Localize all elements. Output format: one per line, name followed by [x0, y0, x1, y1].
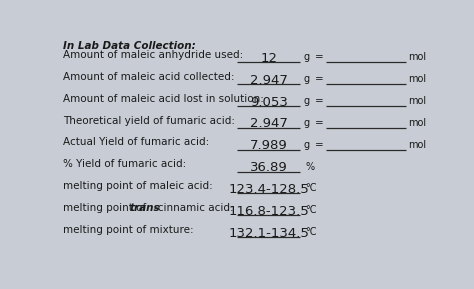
Text: 12: 12 [260, 52, 277, 65]
Text: Amount of maleic acid lost in solution:: Amount of maleic acid lost in solution: [63, 94, 264, 104]
Text: =: = [315, 140, 323, 150]
Text: Actual Yield of fumaric acid:: Actual Yield of fumaric acid: [63, 138, 209, 147]
Text: %: % [305, 162, 315, 172]
Text: mol: mol [408, 53, 426, 62]
Text: =: = [315, 96, 323, 106]
Text: =: = [315, 74, 323, 84]
Text: 2.947: 2.947 [250, 74, 288, 87]
Text: mol: mol [408, 96, 426, 106]
Text: melting point of maleic acid:: melting point of maleic acid: [63, 181, 213, 191]
Text: g: g [303, 53, 310, 62]
Text: 116.8-123.5: 116.8-123.5 [228, 205, 309, 218]
Text: °C: °C [305, 183, 317, 193]
Text: g: g [303, 96, 310, 106]
Text: 2.947: 2.947 [250, 117, 288, 130]
Text: 9.053: 9.053 [250, 96, 288, 109]
Text: 36.89: 36.89 [250, 161, 288, 174]
Text: g: g [303, 74, 310, 84]
Text: °C: °C [305, 227, 317, 237]
Text: 132.1-134.5: 132.1-134.5 [228, 227, 309, 240]
Text: mol: mol [408, 74, 426, 84]
Text: g: g [303, 118, 310, 128]
Text: -cinnamic acid:: -cinnamic acid: [154, 203, 233, 213]
Text: mol: mol [408, 118, 426, 128]
Text: % Yield of fumaric acid:: % Yield of fumaric acid: [63, 159, 186, 169]
Text: 123.4-128.5: 123.4-128.5 [228, 183, 309, 196]
Text: =: = [315, 53, 323, 62]
Text: 7.989: 7.989 [250, 139, 288, 152]
Text: Amount of maleic acid collected:: Amount of maleic acid collected: [63, 72, 235, 82]
Text: °C: °C [305, 205, 317, 215]
Text: melting point of mixture:: melting point of mixture: [63, 225, 193, 235]
Text: trans: trans [130, 203, 161, 213]
Text: Amount of maleic anhydride used:: Amount of maleic anhydride used: [63, 50, 243, 60]
Text: =: = [315, 118, 323, 128]
Text: In Lab Data Collection:: In Lab Data Collection: [63, 41, 196, 51]
Text: mol: mol [408, 140, 426, 150]
Text: g: g [303, 140, 310, 150]
Text: melting point of: melting point of [63, 203, 149, 213]
Text: Theoretical yield of fumaric acid:: Theoretical yield of fumaric acid: [63, 116, 235, 126]
